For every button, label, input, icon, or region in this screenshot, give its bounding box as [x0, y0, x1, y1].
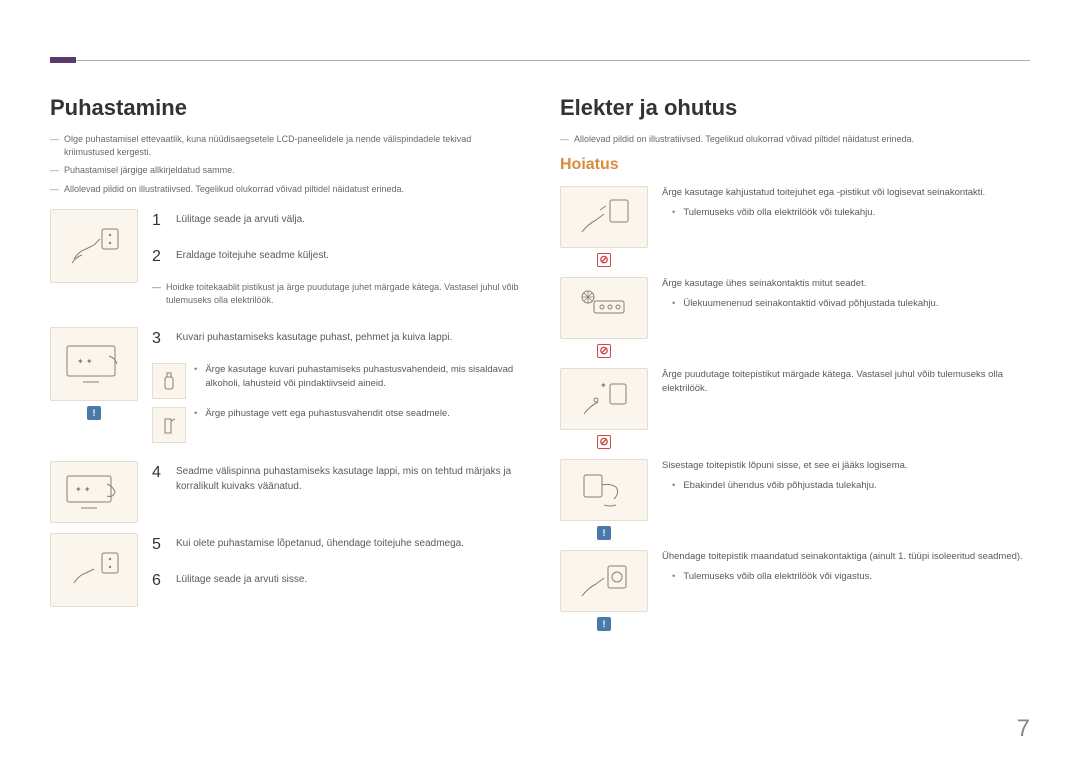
step-4-text: Seadme välispinna puhastamiseks kasutage…	[176, 461, 520, 494]
svg-text:✦ ✦: ✦ ✦	[75, 485, 91, 494]
small-icon-spray	[152, 407, 186, 443]
illus-reconnect	[50, 533, 138, 607]
note-1: Puhastamisel järgige allkirjeldatud samm…	[50, 164, 520, 177]
step-5-num: 5	[152, 533, 166, 557]
svg-text:✦ ✦: ✦ ✦	[77, 357, 93, 366]
top-divider	[50, 60, 1030, 61]
safety-text-1: Ärge kasutage ühes seinakontaktis mitut …	[662, 277, 1030, 291]
safety-bullet-4-0: Tulemuseks võib olla elektrilöök või vig…	[683, 570, 872, 584]
safety-illus-1	[560, 277, 648, 339]
info-icon	[87, 406, 101, 420]
safety-item-2: ✦ Ärge puudutage toitepistikut märgade kä…	[560, 368, 1030, 449]
step-1-text: Lülitage seade ja arvuti välja.	[176, 209, 520, 227]
step-2-num: 2	[152, 245, 166, 269]
block-3: ✦ ✦ 4 Seadme välispinna puhastamiseks kas…	[50, 461, 520, 523]
step-3-text: Kuvari puhastamiseks kasutage puhast, pe…	[176, 327, 520, 345]
right-title: Elekter ja ohutus	[560, 95, 1030, 121]
safety-item-3: Sisestage toitepistik lõpuni sisse, et s…	[560, 459, 1030, 540]
safety-item-1: Ärge kasutage ühes seinakontaktis mitut …	[560, 277, 1030, 358]
info-icon	[597, 617, 611, 631]
b2-bullet-0: Ärge kasutage kuvari puhastamiseks puhas…	[205, 363, 520, 392]
safety-illus-4	[560, 550, 648, 612]
prohibit-icon	[597, 344, 611, 358]
safety-illus-0	[560, 186, 648, 248]
note-0: Olge puhastamisel ettevaatlik, kuna nüüd…	[50, 133, 520, 158]
safety-item-4: Ühendage toitepistik maandatud seinakont…	[560, 550, 1030, 631]
step-5-text: Kui olete puhastamise lõpetanud, ühendag…	[176, 533, 520, 551]
left-title: Puhastamine	[50, 95, 520, 121]
svg-text:✦: ✦	[600, 381, 607, 390]
safety-bullet-0-0: Tulemuseks võib olla elektrilöök või tul…	[683, 206, 875, 220]
top-accent	[50, 57, 76, 63]
page-number: 7	[1017, 715, 1030, 743]
note-2: Allolevad pildid on illustratiivsed. Teg…	[50, 183, 520, 196]
step-4-num: 4	[152, 461, 166, 485]
small-icon-bottle	[152, 363, 186, 399]
step-2-text: Eraldage toitejuhe seadme küljest.	[176, 245, 520, 263]
prohibit-icon	[597, 435, 611, 449]
safety-text-3: Sisestage toitepistik lõpuni sisse, et s…	[662, 459, 1030, 473]
safety-text-0: Ärge kasutage kahjustatud toitejuhet ega…	[662, 186, 1030, 200]
safety-illus-3	[560, 459, 648, 521]
block-1: 1 Lülitage seade ja arvuti välja. 2 Eralda…	[50, 209, 520, 316]
step-1-num: 1	[152, 209, 166, 233]
right-note: Allolevad pildid on illustratiivsed. Teg…	[560, 133, 1030, 146]
block-4: 5 Kui olete puhastamise lõpetanud, ühenda…	[50, 533, 520, 607]
prohibit-icon	[597, 253, 611, 267]
illus-plug	[50, 209, 138, 283]
block1-subnote: Hoidke toitekaablit pistikust ja ärge pu…	[152, 281, 520, 306]
block-2: ✦ ✦ 3 Kuvari puhastamiseks kasutage puhas…	[50, 327, 520, 451]
safety-bullet-1-0: Ülekuumenenud seinakontaktid võivad põhj…	[683, 297, 938, 311]
left-column: Puhastamine Olge puhastamisel ettevaatli…	[50, 95, 520, 641]
step-6-text: Lülitage seade ja arvuti sisse.	[176, 569, 520, 587]
safety-text-4: Ühendage toitepistik maandatud seinakont…	[662, 550, 1030, 564]
safety-text-2: Ärge puudutage toitepistikut märgade kät…	[662, 368, 1030, 397]
illus-monitor-clean: ✦ ✦	[50, 327, 138, 401]
right-column: Elekter ja ohutus Allolevad pildid on il…	[560, 95, 1030, 641]
safety-illus-2: ✦	[560, 368, 648, 430]
safety-bullet-3-0: Ebakindel ühendus võib põhjustada tuleka…	[683, 479, 876, 493]
illus-wipe: ✦ ✦	[50, 461, 138, 523]
safety-item-0: Ärge kasutage kahjustatud toitejuhet ega…	[560, 186, 1030, 267]
step-3-num: 3	[152, 327, 166, 351]
warning-label: Hoiatus	[560, 156, 1030, 174]
info-icon	[597, 526, 611, 540]
b2-bullet-1: Ärge pihustage vett ega puhastusvahendit…	[205, 407, 450, 421]
step-6-num: 6	[152, 569, 166, 593]
